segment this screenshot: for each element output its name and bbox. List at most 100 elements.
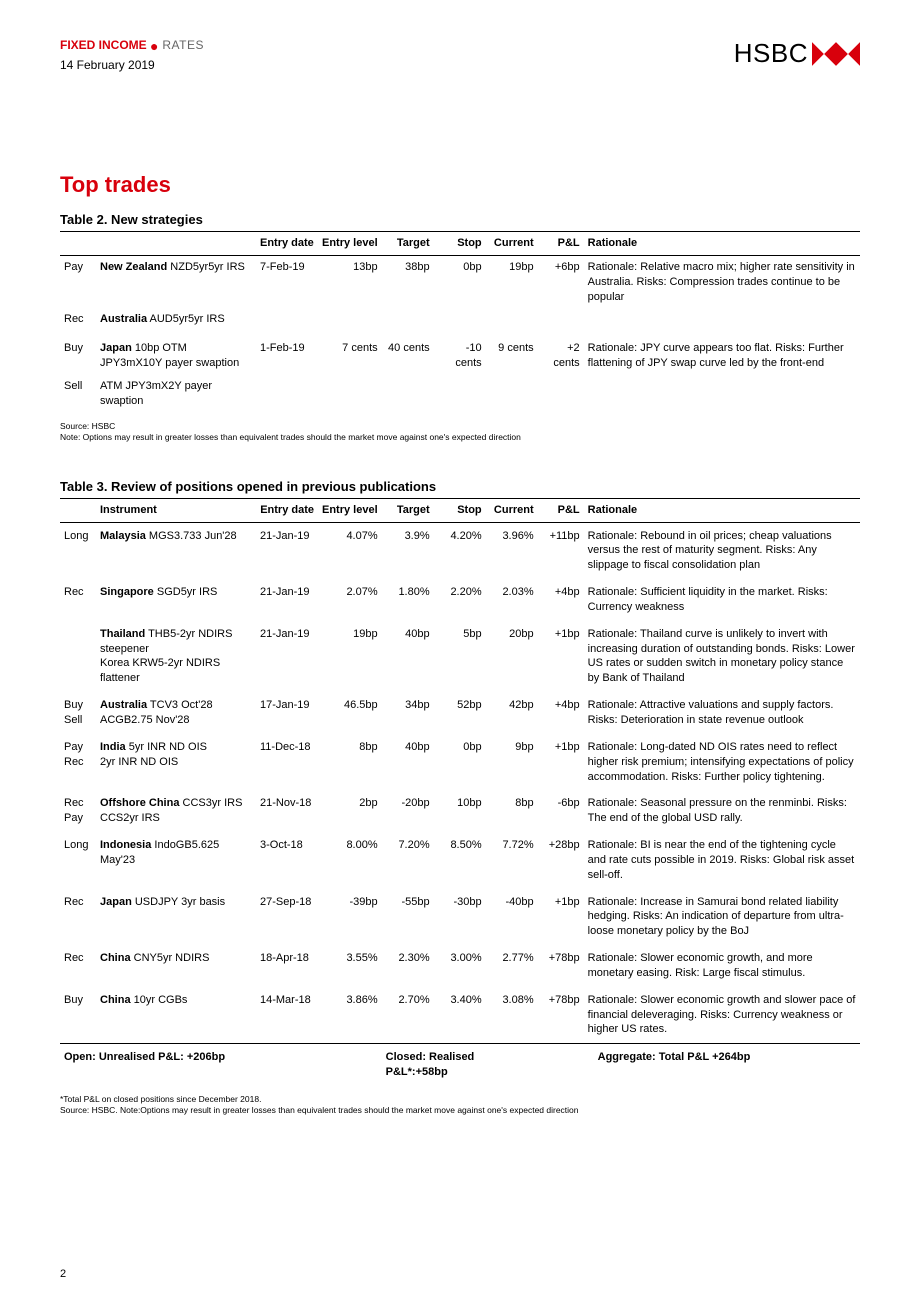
rationale-cell: Rationale: Increase in Samurai bond rela… [584, 889, 860, 946]
table-row: PayNew Zealand NZD5yr5yr IRS7-Feb-1913bp… [60, 255, 860, 308]
entry_date-cell: 3-Oct-18 [256, 832, 318, 889]
rationale-cell: Rationale: Attractive valuations and sup… [584, 692, 860, 734]
pnl-cell: +1bp [538, 621, 584, 692]
entry_level-cell: 7 cents [318, 337, 382, 375]
entry_level-cell: 8bp [318, 734, 382, 791]
entry_date-cell: 1-Feb-19 [256, 337, 318, 375]
pnl-cell [538, 308, 584, 331]
pnl-cell: +4bp [538, 692, 584, 734]
target-cell: 34bp [382, 692, 434, 734]
instrument-cell: Australia AUD5yr5yr IRS [96, 308, 256, 331]
current-cell: 9 cents [486, 337, 538, 375]
rationale-cell: Rationale: Long-dated ND OIS rates need … [584, 734, 860, 791]
rationale-cell: Rationale: Seasonal pressure on the renm… [584, 790, 860, 832]
rationale-cell: Rationale: BI is near the end of the tig… [584, 832, 860, 889]
instrument-cell: New Zealand NZD5yr5yr IRS [96, 255, 256, 308]
table-row: BuySellAustralia TCV3 Oct'28ACGB2.75 Nov… [60, 692, 860, 734]
pnl-cell [538, 375, 584, 413]
pnl-cell: +6bp [538, 255, 584, 308]
stop-cell: -30bp [434, 889, 486, 946]
entry_level-cell [318, 375, 382, 413]
stop-cell: 3.00% [434, 945, 486, 987]
stop-cell [434, 375, 486, 413]
entry_date-cell: 21-Jan-19 [256, 522, 318, 579]
table-row: Thailand THB5-2yr NDIRS steepenerKorea K… [60, 621, 860, 692]
instrument-cell: Japan USDJPY 3yr basis [96, 889, 256, 946]
stop-cell: 0bp [434, 734, 486, 791]
table-row: LongMalaysia MGS3.733 Jun'2821-Jan-194.0… [60, 522, 860, 579]
rationale-cell: Rationale: Slower economic growth, and m… [584, 945, 860, 987]
entry_level-cell: 13bp [318, 255, 382, 308]
stop-cell: 10bp [434, 790, 486, 832]
table3-title: Table 3. Review of positions opened in p… [60, 479, 860, 494]
page-number: 2 [60, 1268, 66, 1280]
hsbc-hex-icon [812, 42, 860, 66]
stop-cell: 2.20% [434, 579, 486, 621]
entry_date-cell: 7-Feb-19 [256, 255, 318, 308]
rationale-cell: Rationale: Rebound in oil prices; cheap … [584, 522, 860, 579]
instrument-cell: Australia TCV3 Oct'28ACGB2.75 Nov'28 [96, 692, 256, 734]
current-cell: 20bp [486, 621, 538, 692]
summary-open: Open: Unrealised P&L: +206bp [60, 1044, 382, 1086]
t3-h8: Rationale [584, 498, 860, 522]
table2-header-row: Entry date Entry level Target Stop Curre… [60, 232, 860, 256]
target-cell [382, 375, 434, 413]
table-row: BuyChina 10yr CGBs14-Mar-183.86%2.70%3.4… [60, 987, 860, 1044]
side-cell: Pay [60, 255, 96, 308]
target-cell [382, 308, 434, 331]
t3-note1: *Total P&L on closed positions since Dec… [60, 1094, 261, 1104]
t3-h3: Entry level [318, 498, 382, 522]
entry_level-cell: 3.86% [318, 987, 382, 1044]
rationale-cell: Rationale: Thailand curve is unlikely to… [584, 621, 860, 692]
side-cell: BuySell [60, 692, 96, 734]
t3-h5: Stop [434, 498, 486, 522]
current-cell: 2.03% [486, 579, 538, 621]
current-cell: 3.08% [486, 987, 538, 1044]
rationale-cell [584, 375, 860, 413]
instrument-cell: Indonesia IndoGB5.625 May'23 [96, 832, 256, 889]
table3-source: *Total P&L on closed positions since Dec… [60, 1094, 860, 1116]
instrument-cell: Thailand THB5-2yr NDIRS steepenerKorea K… [96, 621, 256, 692]
side-cell: Rec [60, 945, 96, 987]
t2-h2: Entry date [256, 232, 318, 256]
current-cell: 19bp [486, 255, 538, 308]
current-cell: 42bp [486, 692, 538, 734]
entry_date-cell: 21-Nov-18 [256, 790, 318, 832]
bullet-icon: ● [150, 38, 162, 54]
rationale-cell [584, 308, 860, 331]
pnl-cell: +78bp [538, 987, 584, 1044]
instrument-cell: Japan 10bp OTM JPY3mX10Y payer swaption [96, 337, 256, 375]
summary-closed: Closed: Realised P&L*:+58bp [382, 1044, 538, 1086]
instrument-cell: Offshore China CCS3yr IRSCCS2yr IRS [96, 790, 256, 832]
pnl-cell: +4bp [538, 579, 584, 621]
stop-cell: 3.40% [434, 987, 486, 1044]
stop-cell: 8.50% [434, 832, 486, 889]
entry_level-cell: -39bp [318, 889, 382, 946]
instrument-cell: China 10yr CGBs [96, 987, 256, 1044]
table-row: SellATM JPY3mX2Y payer swaption [60, 375, 860, 413]
current-cell: -40bp [486, 889, 538, 946]
entry_date-cell [256, 375, 318, 413]
pnl-cell: +11bp [538, 522, 584, 579]
entry_level-cell: 2bp [318, 790, 382, 832]
entry_level-cell: 3.55% [318, 945, 382, 987]
entry_date-cell: 21-Jan-19 [256, 579, 318, 621]
entry_level-cell: 8.00% [318, 832, 382, 889]
target-cell: 7.20% [382, 832, 434, 889]
stop-cell: -10 cents [434, 337, 486, 375]
t3-h6: Current [486, 498, 538, 522]
side-cell: PayRec [60, 734, 96, 791]
t3-note2: Source: HSBC. Note:Options may result in… [60, 1105, 579, 1115]
table-row: RecAustralia AUD5yr5yr IRS [60, 308, 860, 331]
t2-h6: Current [486, 232, 538, 256]
table3: Instrument Entry date Entry level Target… [60, 498, 860, 1086]
side-cell: Rec [60, 579, 96, 621]
side-cell: Long [60, 522, 96, 579]
t2-h8: Rationale [584, 232, 860, 256]
stop-cell [434, 308, 486, 331]
summary-aggregate: Aggregate: Total P&L +264bp [538, 1044, 860, 1086]
stop-cell: 5bp [434, 621, 486, 692]
target-cell: -20bp [382, 790, 434, 832]
instrument-cell: India 5yr INR ND OIS2yr INR ND OIS [96, 734, 256, 791]
table-row: RecChina CNY5yr NDIRS18-Apr-183.55%2.30%… [60, 945, 860, 987]
